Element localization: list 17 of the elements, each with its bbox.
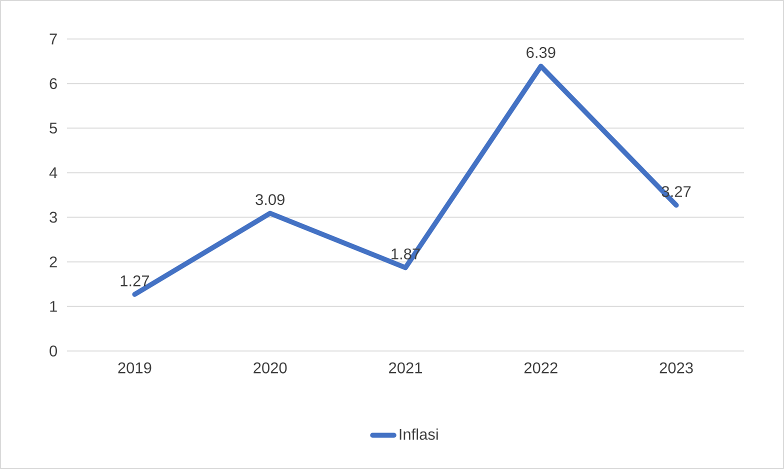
data-label: 1.27 xyxy=(120,275,150,286)
x-tick-label: 2022 xyxy=(524,362,558,374)
y-tick-label: 7 xyxy=(50,34,57,44)
y-tick-label: 4 xyxy=(49,167,58,178)
x-tick-label: 2023 xyxy=(660,362,693,374)
y-tick-label: 5 xyxy=(50,122,57,134)
data-label: 3.09 xyxy=(256,194,284,206)
y-tick-label: 2 xyxy=(50,256,57,268)
x-tick-label: 2019 xyxy=(118,362,152,374)
y-tick-label: 6 xyxy=(50,78,57,90)
x-tick-label: 2021 xyxy=(389,362,422,374)
x-tick-label: 2020 xyxy=(254,362,287,374)
y-tick-label: 0 xyxy=(50,346,58,356)
data-label: 6.39 xyxy=(526,47,556,58)
y-tick-label: 3 xyxy=(50,212,57,223)
y-tick-label: 1 xyxy=(50,301,57,312)
legend-label: Inflasi xyxy=(400,428,438,440)
